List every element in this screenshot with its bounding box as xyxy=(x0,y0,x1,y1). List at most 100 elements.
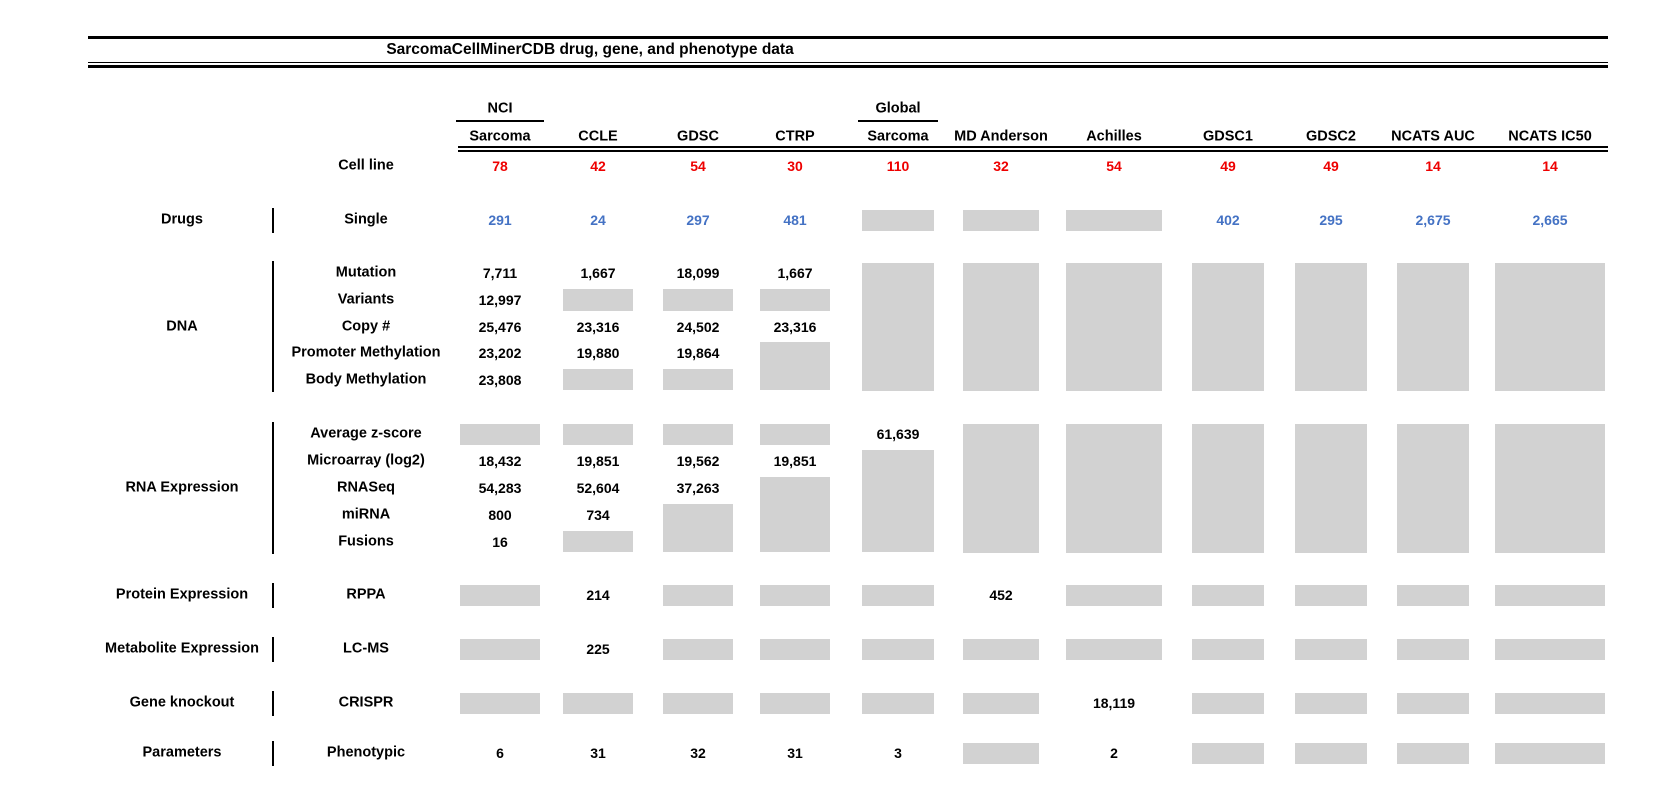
no-data-block xyxy=(1066,584,1162,606)
no-data-block xyxy=(1066,423,1162,553)
no-data-block xyxy=(1192,742,1264,764)
category-label-parameters: Parameters xyxy=(142,744,222,761)
no-data-block xyxy=(563,289,633,311)
no-data-block xyxy=(862,209,934,231)
no-data-block xyxy=(760,423,830,446)
row-label-lc-ms: LC-MS xyxy=(343,640,389,657)
value-cell: 800 xyxy=(488,506,512,523)
no-data-block xyxy=(963,209,1039,231)
no-data-block xyxy=(862,692,934,714)
value-cell: 2,675 xyxy=(1415,212,1451,229)
no-data-block xyxy=(1495,692,1605,714)
row-label-mirna: miRNA xyxy=(341,506,391,523)
no-data-block xyxy=(663,503,733,553)
value-cell: 19,880 xyxy=(576,345,620,362)
column-header-ctrp: CTRP xyxy=(775,128,815,145)
no-data-block xyxy=(1192,638,1264,660)
no-data-block xyxy=(963,742,1039,764)
value-cell: 23,202 xyxy=(478,345,522,362)
no-data-block xyxy=(760,584,830,606)
column-header-ccle: CCLE xyxy=(578,128,618,145)
row-label-rppa: RPPA xyxy=(346,586,386,603)
cell-line-count: 49 xyxy=(1323,157,1339,174)
value-cell: 481 xyxy=(783,212,807,229)
no-data-block xyxy=(460,638,540,660)
value-cell: 19,864 xyxy=(676,345,720,362)
no-data-block xyxy=(563,423,633,446)
no-data-block xyxy=(760,342,830,391)
no-data-block xyxy=(1295,638,1367,660)
value-cell: 225 xyxy=(586,641,610,658)
value-cell: 295 xyxy=(1319,212,1343,229)
value-cell: 2,665 xyxy=(1532,212,1568,229)
no-data-block xyxy=(663,584,733,606)
no-data-block xyxy=(1397,742,1469,764)
no-data-block xyxy=(760,289,830,311)
no-data-block xyxy=(1295,692,1367,714)
no-data-block xyxy=(1295,262,1367,391)
section-divider-rna-expression xyxy=(272,422,274,554)
value-cell: 24,502 xyxy=(676,318,720,335)
value-cell: 297 xyxy=(686,212,710,229)
no-data-block xyxy=(760,638,830,660)
value-cell: 402 xyxy=(1216,212,1240,229)
no-data-block xyxy=(1295,584,1367,606)
no-data-block xyxy=(862,584,934,606)
value-cell: 18,432 xyxy=(478,453,522,470)
value-cell: 19,851 xyxy=(773,453,817,470)
value-cell: 1,667 xyxy=(777,265,813,282)
value-cell: 452 xyxy=(989,587,1013,604)
no-data-block xyxy=(1192,692,1264,714)
no-data-block xyxy=(663,289,733,311)
no-data-block xyxy=(1495,423,1605,553)
no-data-block xyxy=(760,477,830,553)
no-data-block xyxy=(1397,638,1469,660)
value-cell: 23,316 xyxy=(576,318,620,335)
no-data-block xyxy=(963,423,1039,553)
value-cell: 19,562 xyxy=(676,453,720,470)
section-divider-dna xyxy=(272,261,274,392)
no-data-block xyxy=(1397,584,1469,606)
column-group-label-nci-sarcoma: NCI xyxy=(487,100,513,117)
category-label-protein-expression: Protein Expression xyxy=(115,586,249,603)
cell-line-count: 30 xyxy=(787,157,803,174)
row-label-mutation: Mutation xyxy=(335,264,397,281)
section-divider-drugs xyxy=(272,208,274,233)
no-data-block xyxy=(1066,262,1162,391)
no-data-block xyxy=(460,584,540,606)
cell-line-count: 49 xyxy=(1220,157,1236,174)
no-data-block xyxy=(1192,262,1264,391)
value-cell: 23,316 xyxy=(773,318,817,335)
row-label-crispr: CRISPR xyxy=(338,694,394,711)
no-data-block xyxy=(563,530,633,553)
value-cell: 54,283 xyxy=(478,479,522,496)
no-data-block xyxy=(1495,638,1605,660)
column-header-gdsc1: GDSC1 xyxy=(1203,128,1253,145)
category-label-drugs: Drugs xyxy=(161,211,203,228)
no-data-block xyxy=(1066,638,1162,660)
column-header-gdsc: GDSC xyxy=(677,128,719,145)
value-cell: 32 xyxy=(690,745,706,762)
row-label-rnaseq: RNASeq xyxy=(336,479,396,496)
section-divider-metabolite-expression xyxy=(272,637,274,662)
value-cell: 25,476 xyxy=(478,318,522,335)
no-data-block xyxy=(1495,584,1605,606)
category-label-metabolite-expression: Metabolite Expression xyxy=(105,640,259,657)
column-group-underline-global-sarcoma xyxy=(858,120,938,122)
row-label-body-methylation: Body Methylation xyxy=(305,371,427,388)
column-header-md-anderson: MD Anderson xyxy=(954,128,1048,145)
column-header-achilles: Achilles xyxy=(1086,128,1142,145)
value-cell: 18,099 xyxy=(676,265,720,282)
row-label-phenotypic: Phenotypic xyxy=(326,744,406,761)
title-rule-top xyxy=(88,36,1608,39)
row-label-promoter-methylation: Promoter Methylation xyxy=(291,344,441,361)
header-double-rule-bottom xyxy=(458,150,1608,152)
no-data-block xyxy=(1495,262,1605,391)
value-cell: 37,263 xyxy=(676,479,720,496)
no-data-block xyxy=(1295,742,1367,764)
title-rule-bottom-thick xyxy=(88,65,1608,68)
value-cell: 24 xyxy=(590,212,606,229)
no-data-block xyxy=(1397,262,1469,391)
value-cell: 23,808 xyxy=(478,371,522,388)
row-label-average-z-score: Average z-score xyxy=(310,426,422,443)
